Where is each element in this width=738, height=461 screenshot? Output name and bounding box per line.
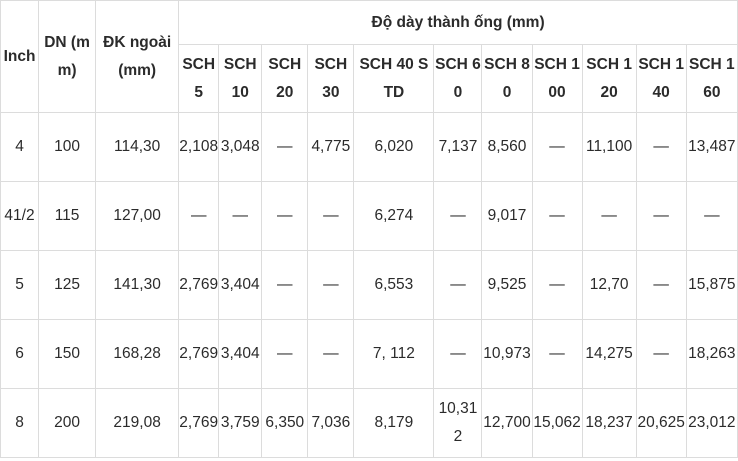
- cell-inch: 8: [0, 388, 40, 458]
- cell-thickness: 15,875: [685, 250, 738, 320]
- cell-thickness: —: [531, 112, 583, 182]
- cell-thickness: 7, 112: [353, 319, 435, 389]
- cell-thickness: 18,237: [581, 388, 637, 458]
- cell-thickness: 2,769: [178, 250, 220, 320]
- cell-thickness: 3,759: [218, 388, 263, 458]
- cell-thickness: 2,769: [178, 388, 220, 458]
- header-schedule: SCH5: [178, 44, 220, 113]
- cell-thickness: 15,062: [531, 388, 583, 458]
- header-schedule: SCH 160: [685, 44, 738, 113]
- cell-inch: 41/2: [0, 181, 40, 251]
- cell-dn: 200: [38, 388, 97, 458]
- header-dn: DN (mm): [38, 0, 97, 113]
- cell-thickness: 6,350: [261, 388, 309, 458]
- header-wall-thickness: Độ dày thành ống (mm): [178, 0, 738, 45]
- cell-thickness: 10,973: [481, 319, 533, 389]
- cell-dn: 115: [38, 181, 97, 251]
- cell-thickness: —: [307, 250, 355, 320]
- header-schedule: SCH 30: [307, 44, 355, 113]
- header-schedule: SCH 100: [531, 44, 583, 113]
- cell-thickness: 9,017: [481, 181, 533, 251]
- cell-thickness: 10,312: [433, 388, 483, 458]
- table-row: 6 150 168,28 2,769 3,404 — — 7, 112 — 10…: [0, 319, 738, 389]
- cell-thickness: —: [178, 181, 220, 251]
- header-schedule: SCH 60: [433, 44, 483, 113]
- cell-thickness: 6,020: [353, 112, 435, 182]
- cell-thickness: 3,404: [218, 250, 263, 320]
- cell-thickness: —: [261, 112, 309, 182]
- header-inch: Inch: [0, 0, 40, 113]
- cell-outer-diameter: 127,00: [95, 181, 180, 251]
- cell-thickness: —: [218, 181, 263, 251]
- cell-thickness: 18,263: [685, 319, 738, 389]
- cell-thickness: —: [635, 250, 687, 320]
- cell-thickness: —: [433, 250, 483, 320]
- header-schedule: SCH 80: [481, 44, 533, 113]
- cell-thickness: —: [685, 181, 738, 251]
- cell-thickness: 7,036: [307, 388, 355, 458]
- cell-thickness: 14,275: [581, 319, 637, 389]
- header-schedule: SCH 10: [218, 44, 263, 113]
- cell-thickness: —: [433, 181, 483, 251]
- cell-thickness: —: [635, 181, 687, 251]
- cell-thickness: —: [531, 181, 583, 251]
- cell-thickness: —: [531, 250, 583, 320]
- cell-thickness: 7,137: [433, 112, 483, 182]
- cell-inch: 4: [0, 112, 40, 182]
- cell-thickness: —: [261, 319, 309, 389]
- table-row: 41/2 115 127,00 — — — — 6,274 — 9,017 — …: [0, 181, 738, 251]
- cell-outer-diameter: 219,08: [95, 388, 180, 458]
- header-schedule: SCH 140: [635, 44, 687, 113]
- cell-inch: 5: [0, 250, 40, 320]
- cell-thickness: 2,108: [178, 112, 220, 182]
- header-schedule: SCH 20: [261, 44, 309, 113]
- cell-thickness: 2,769: [178, 319, 220, 389]
- cell-outer-diameter: 114,30: [95, 112, 180, 182]
- cell-thickness: —: [307, 181, 355, 251]
- cell-thickness: 8,560: [481, 112, 533, 182]
- cell-thickness: 9,525: [481, 250, 533, 320]
- header-schedule: SCH 120: [581, 44, 637, 113]
- cell-thickness: 4,775: [307, 112, 355, 182]
- cell-thickness: —: [531, 319, 583, 389]
- cell-thickness: —: [307, 319, 355, 389]
- cell-inch: 6: [0, 319, 40, 389]
- cell-thickness: 3,048: [218, 112, 263, 182]
- cell-thickness: 20,625: [635, 388, 687, 458]
- cell-thickness: 11,100: [581, 112, 637, 182]
- cell-thickness: —: [635, 112, 687, 182]
- header-outer-diameter: ĐK ngoài (mm): [95, 0, 180, 113]
- cell-thickness: 3,404: [218, 319, 263, 389]
- cell-dn: 150: [38, 319, 97, 389]
- cell-thickness: —: [261, 250, 309, 320]
- cell-thickness: 12,70: [581, 250, 637, 320]
- header-schedule: SCH 40 S TD: [353, 44, 435, 113]
- cell-thickness: 6,553: [353, 250, 435, 320]
- cell-thickness: 23,012: [685, 388, 738, 458]
- cell-thickness: 6,274: [353, 181, 435, 251]
- table-row: 5 125 141,30 2,769 3,404 — — 6,553 — 9,5…: [0, 250, 738, 320]
- cell-outer-diameter: 168,28: [95, 319, 180, 389]
- cell-thickness: —: [261, 181, 309, 251]
- cell-thickness: 13,487: [685, 112, 738, 182]
- table-row: 4 100 114,30 2,108 3,048 — 4,775 6,020 7…: [0, 112, 738, 182]
- cell-outer-diameter: 141,30: [95, 250, 180, 320]
- cell-dn: 125: [38, 250, 97, 320]
- cell-thickness: —: [581, 181, 637, 251]
- cell-thickness: —: [433, 319, 483, 389]
- cell-thickness: 8,179: [353, 388, 435, 458]
- cell-thickness: 12,700: [481, 388, 533, 458]
- cell-dn: 100: [38, 112, 97, 182]
- cell-thickness: —: [635, 319, 687, 389]
- table-row: 8 200 219,08 2,769 3,759 6,350 7,036 8,1…: [0, 388, 738, 458]
